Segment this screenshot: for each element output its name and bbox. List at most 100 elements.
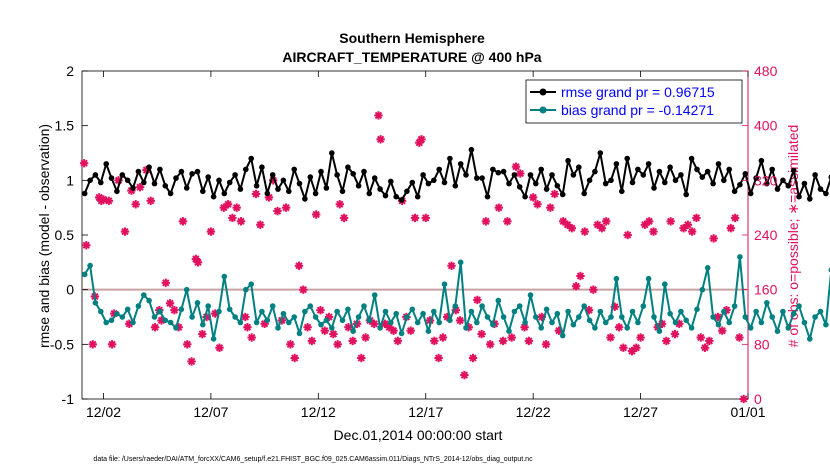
obs-point [615,323,623,331]
bias-point [753,309,759,315]
obs-point [697,333,705,341]
rmse-point [807,196,813,202]
bias-point [802,320,808,326]
bias-point [565,309,571,315]
rmse-point [340,189,346,195]
obs-point [709,234,717,242]
bias-point [501,314,507,320]
obs-point [357,354,365,362]
bias-point [265,318,271,324]
obs-point [89,340,97,348]
bias-point [571,322,577,328]
bias-point [232,314,238,320]
obs-point [512,162,520,170]
obs-point [422,214,430,222]
rmse-point [721,178,727,184]
rmse-point [152,181,158,187]
obs-point [598,224,606,232]
obs-point [237,217,245,225]
bias-point [780,309,786,315]
bias-point [528,292,534,298]
bias-point [356,314,362,320]
rmse-point [318,169,324,175]
bias-point [308,303,314,309]
obs-point [482,217,490,225]
x-axis-label: Dec.01,2014 00:00:00 start [334,427,503,443]
bias-point [248,281,254,287]
legend-rmse-marker [540,89,547,96]
rmse-point [683,192,689,198]
rmse-point [356,183,362,189]
legend-bias-marker [540,107,547,114]
rmse-point [211,194,217,200]
bias-point [458,260,464,266]
rmse-point [641,172,647,178]
rmse-point [528,172,534,178]
obs-point [581,227,589,235]
bias-point [490,322,496,328]
obs-point [286,340,294,348]
bias-point [393,311,399,317]
rmse-point [168,191,174,197]
rmse-point [603,181,609,187]
bias-point [275,325,281,331]
y-right-tick-label: 480 [754,63,778,79]
x-tick-label: 12/12 [301,404,336,420]
rmse-point [87,178,93,184]
rmse-point [786,183,792,189]
rmse-point [82,191,88,197]
y-left-tick-label: 0 [66,282,74,298]
obs-point [529,193,537,201]
bias-point [710,314,716,320]
bias-point [324,318,330,324]
bias-point [243,287,249,293]
rmse-point [302,196,308,202]
obs-point [649,227,657,235]
obs-point [194,258,202,266]
bias-point [259,309,265,315]
obs-point [151,323,159,331]
obs-point [183,340,191,348]
rmse-point [216,178,222,184]
bias-point [683,318,689,324]
legend-bias-label: bias grand pr = -0.14271 [561,102,714,118]
rmse-point [291,167,297,173]
chart-title: Southern Hemisphere [339,30,485,46]
rmse-point [565,158,571,164]
bias-point [227,307,233,313]
bias-point [82,272,88,278]
bias-point [130,320,136,326]
obs-point [170,306,178,314]
bias-point [173,325,179,331]
bias-point [657,328,663,334]
obs-point [439,333,447,341]
obs-point [105,197,113,205]
footer-datafile: data file: /Users/raeder/DAI/ATM_forcXX/… [93,456,533,463]
bias-point [361,303,367,309]
rmse-point [130,185,136,191]
y-left-tick-label: 1 [66,172,74,188]
rmse-point [646,161,652,167]
bias-point [732,303,738,309]
chart-subtitle: AIRCRAFT_TEMPERATURE @ 400 hPa [282,49,541,65]
rmse-point [297,181,303,187]
obs-point [228,214,236,222]
obs-point [606,333,614,341]
obs-point [243,323,251,331]
obs-point [187,357,195,365]
bias-point [759,320,765,326]
obs-point [299,285,307,293]
rmse-point [501,169,507,175]
obs-point [499,337,507,345]
bias-point [641,303,647,309]
bias-point [98,309,104,315]
obs-point [735,333,743,341]
rmse-point [141,180,147,186]
bias-point [404,314,410,320]
obs-point [248,333,256,341]
bias-point [163,318,169,324]
rmse-point [732,189,738,195]
bias-point [114,311,120,317]
bias-point [786,325,792,331]
